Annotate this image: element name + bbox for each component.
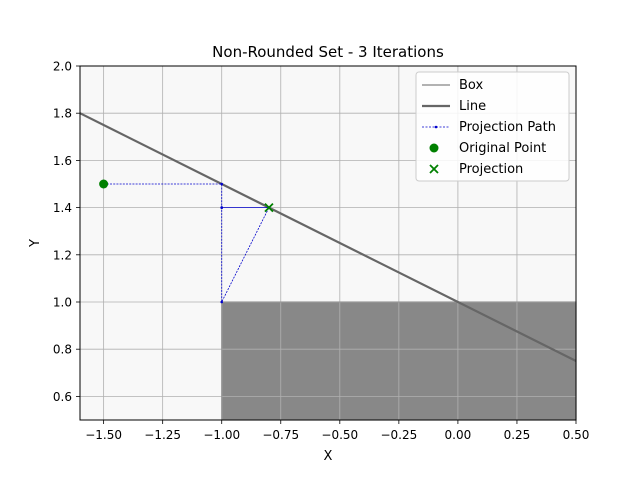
legend-item-original-point: Original Point <box>459 141 546 156</box>
line-series <box>79 112 577 362</box>
y-tick-label: 2.0 <box>53 60 72 74</box>
legend-original-point-marker <box>429 143 439 153</box>
x-axis-label: X <box>324 449 333 464</box>
y-tick-label: 0.8 <box>53 343 72 357</box>
y-tick-label: 1.6 <box>53 154 72 168</box>
chart-title: Non-Rounded Set - 3 Iterations <box>212 43 444 61</box>
projection-path-point <box>220 300 224 304</box>
x-tick-label: 0.00 <box>445 428 472 442</box>
x-tick-label: −0.25 <box>380 428 417 442</box>
axes-frame <box>79 65 577 421</box>
y-axis-label: Y <box>28 239 43 248</box>
x-tick-label: −1.50 <box>85 428 122 442</box>
y-tick-label: 1.8 <box>53 107 72 121</box>
projection-point <box>264 202 274 213</box>
legend-item-box: Box <box>459 78 483 93</box>
legend-path-marker <box>434 125 438 129</box>
x-tick-label: 0.50 <box>563 428 590 442</box>
legend-item-projection: Projection <box>459 162 523 177</box>
x-tick-label: −0.50 <box>321 428 358 442</box>
legend: Box Line Projection Path Original Point … <box>415 71 570 182</box>
projection-path-point <box>220 182 224 186</box>
x-tick-label: −0.75 <box>262 428 299 442</box>
x-tick-label: −1.00 <box>203 428 240 442</box>
projection-path-point <box>220 206 224 209</box>
legend-item-projection-path: Projection Path <box>459 120 556 135</box>
legend-projection-marker <box>429 164 439 174</box>
legend-frame <box>415 71 570 182</box>
x-tick-label: 0.25 <box>504 428 531 442</box>
x-tick-label: −1.25 <box>144 428 181 442</box>
original-point <box>99 179 109 189</box>
y-tick-label: 1.4 <box>53 201 72 215</box>
y-tick-label: 1.0 <box>53 296 72 310</box>
legend-item-line: Line <box>459 99 486 114</box>
y-tick-label: 0.6 <box>53 390 72 404</box>
y-tick-label: 1.2 <box>53 248 72 262</box>
